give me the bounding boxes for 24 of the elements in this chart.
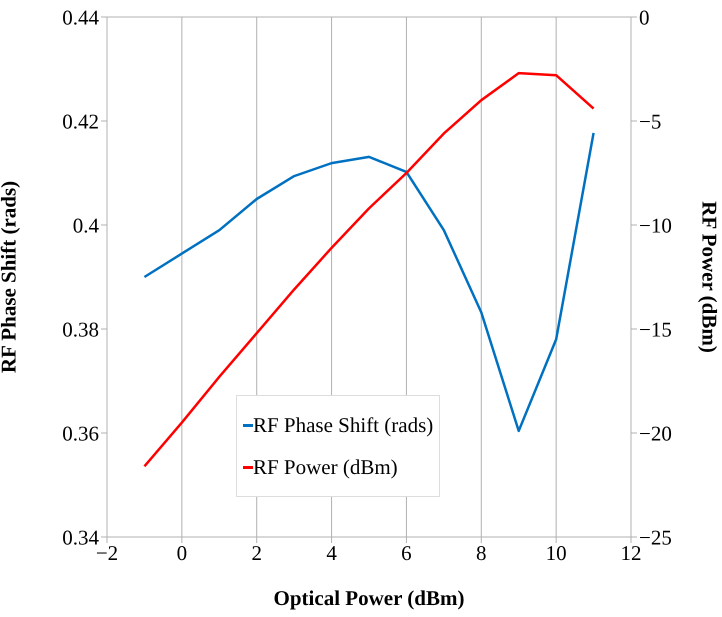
y2-tick-label: −15 xyxy=(639,317,672,342)
x-tick-label: 12 xyxy=(620,540,642,565)
x-tick-label: 4 xyxy=(326,540,338,565)
y2-tick-label: −10 xyxy=(639,213,672,238)
y-tick-label: 0.42 xyxy=(62,109,99,134)
x-tick-label: 0 xyxy=(176,540,188,565)
y2-tick-label: −20 xyxy=(639,421,672,446)
y2-axis-title: RF Power (dBm) xyxy=(698,201,722,353)
x-axis-title: Optical Power (dBm) xyxy=(274,586,464,610)
y-tick-label: 0.34 xyxy=(62,525,100,550)
y2-tick-label: −5 xyxy=(639,109,662,134)
x-tick-label: 10 xyxy=(546,540,567,565)
y-axis-title: RF Phase Shift (rads) xyxy=(0,180,20,374)
y2-tick-label: 0 xyxy=(639,5,650,30)
y-tick-label: 0.38 xyxy=(62,317,99,342)
legend-label: RF Phase Shift (rads) xyxy=(253,412,434,438)
x-tick-label: 6 xyxy=(401,540,412,565)
x-tick-label: 2 xyxy=(251,540,262,565)
x-tick-label: 8 xyxy=(476,540,487,565)
y-tick-label: 0.44 xyxy=(62,5,100,30)
y-tick-label: 0.36 xyxy=(62,421,99,446)
y2-tick-label: −25 xyxy=(639,525,672,550)
legend-label: RF Power (dBm) xyxy=(253,454,398,480)
y-tick-label: 0.4 xyxy=(72,213,100,238)
